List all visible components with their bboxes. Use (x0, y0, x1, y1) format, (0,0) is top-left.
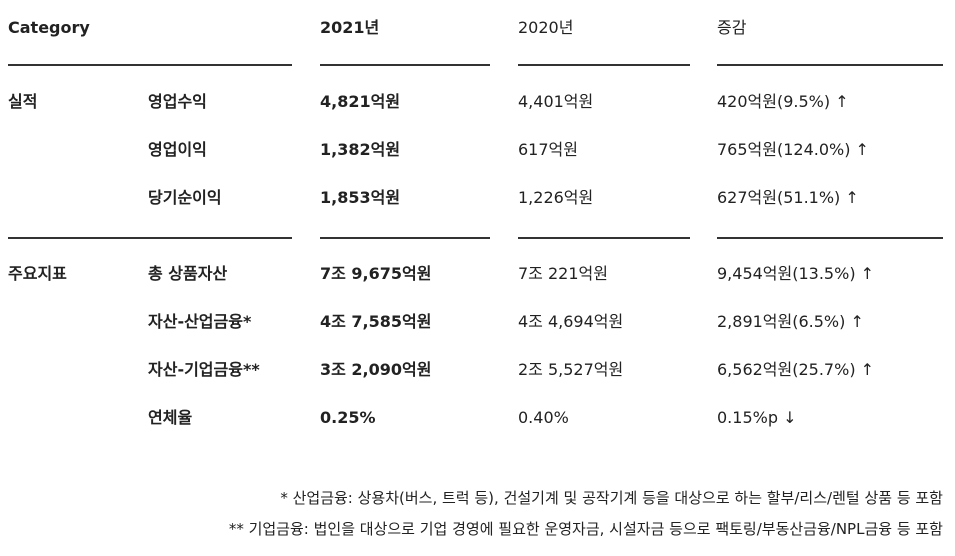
cell: 420억원(9.5%) ↑ (717, 92, 849, 111)
cell: 1,226억원 (518, 188, 594, 207)
header-cell: Category (8, 18, 90, 37)
cell: 4조 4,694억원 (518, 312, 624, 331)
cell: 2조 5,527억원 (518, 360, 624, 379)
cell: 영업이익 (148, 140, 207, 159)
cell: 1,853억원 (320, 188, 401, 207)
group-label: 주요지표 (8, 264, 67, 283)
cell: 0.40% (518, 408, 569, 427)
cell: 자산-산업금융* (148, 312, 252, 331)
cell: 1,382억원 (320, 140, 401, 159)
rule (8, 237, 292, 239)
group-label: 실적 (8, 92, 38, 111)
footnote: ** 기업금융: 법인을 대상으로 기업 경영에 필요한 운영자금, 시설자금 … (228, 520, 943, 538)
header-cell: 2020년 (518, 18, 574, 37)
cell: 3조 2,090억원 (320, 360, 432, 379)
header-cell: 증감 (717, 18, 747, 37)
cell: 4,401억원 (518, 92, 594, 111)
cell: 617억원 (518, 140, 578, 159)
cell: 6,562억원(25.7%) ↑ (717, 360, 875, 379)
cell: 7조 221억원 (518, 264, 608, 283)
rule (320, 237, 490, 239)
header-cell: 2021년 (320, 18, 380, 37)
cell: 총 상품자산 (148, 264, 228, 283)
cell: 0.25% (320, 408, 376, 427)
cell: 4,821억원 (320, 92, 401, 111)
cell: 연체율 (148, 408, 193, 427)
cell: 7조 9,675억원 (320, 264, 432, 283)
rule (8, 64, 292, 66)
rule (518, 237, 690, 239)
rule (320, 64, 490, 66)
cell: 2,891억원(6.5%) ↑ (717, 312, 864, 331)
rule (518, 64, 690, 66)
cell: 영업수익 (148, 92, 207, 111)
cell: 당기순이익 (148, 188, 222, 207)
cell: 627억원(51.1%) ↑ (717, 188, 859, 207)
cell: 4조 7,585억원 (320, 312, 432, 331)
rule (717, 237, 943, 239)
footnote: * 산업금융: 상용차(버스, 트럭 등), 건설기계 및 공작기계 등을 대상… (280, 489, 943, 507)
cell: 0.15%p ↓ (717, 408, 797, 427)
cell: 9,454억원(13.5%) ↑ (717, 264, 875, 283)
cell: 765억원(124.0%) ↑ (717, 140, 869, 159)
rule (717, 64, 943, 66)
cell: 자산-기업금융** (148, 360, 260, 379)
